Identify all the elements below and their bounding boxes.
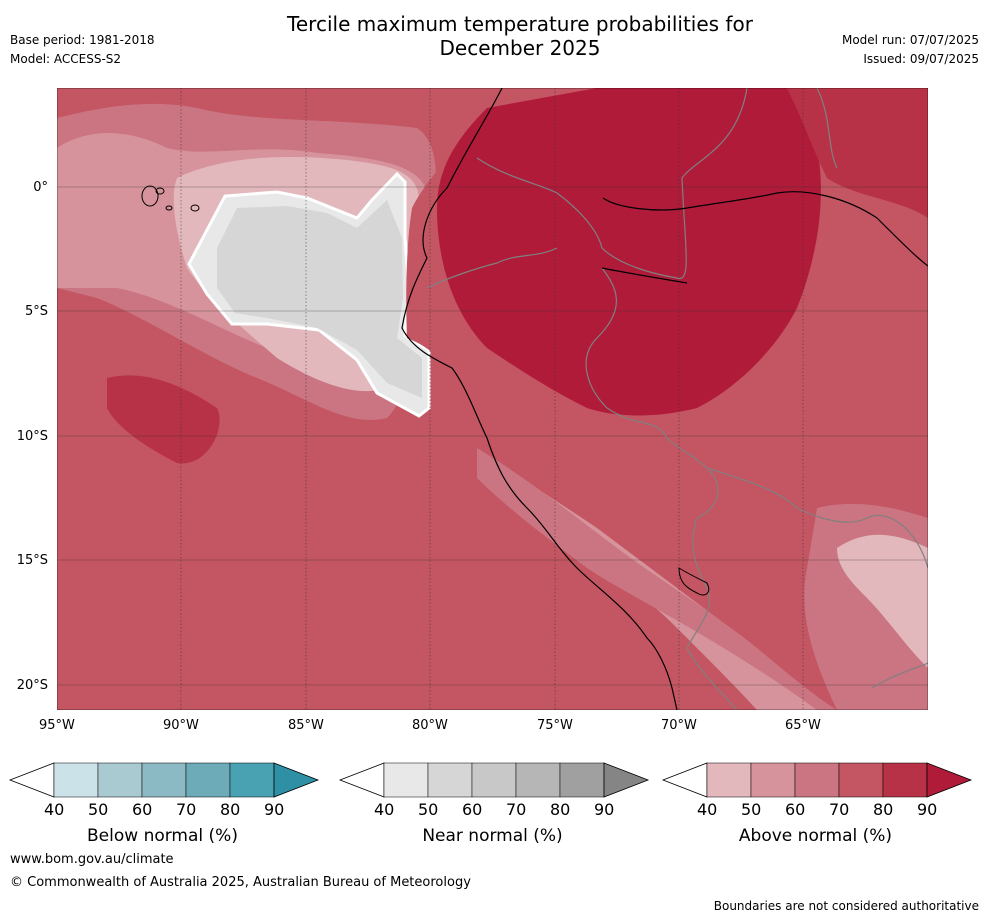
- above-under-triangle: [661, 762, 708, 798]
- lon-tick-3: 80°W: [412, 718, 448, 733]
- model-label: Model: ACCESS-S2: [10, 52, 122, 66]
- below-swatch-4: [229, 762, 275, 798]
- above-swatch-2: [794, 762, 840, 798]
- below-under-triangle: [8, 762, 55, 798]
- near-tick-2: 60: [462, 800, 483, 819]
- region-above-80-90-sw: [107, 375, 220, 464]
- land-above-60-70-andes: [477, 448, 837, 710]
- base-period-label: Base period: 1981-2018: [10, 33, 155, 47]
- website-text: www.bom.gov.au/climate: [10, 852, 174, 867]
- below-tick-3: 70: [176, 800, 197, 819]
- above-swatch-1: [750, 762, 796, 798]
- lon-tick-0: 95°W: [39, 718, 75, 733]
- lon-tick-6: 65°W: [785, 718, 821, 733]
- above-swatch-4: [882, 762, 928, 798]
- below-tick-0: 40: [44, 800, 65, 819]
- lon-tick-1: 90°W: [163, 718, 199, 733]
- near-tick-4: 80: [550, 800, 571, 819]
- below-tick-2: 60: [132, 800, 153, 819]
- colorbar-below-normal: [8, 762, 320, 798]
- below-tick-4: 80: [220, 800, 241, 819]
- above-tick-3: 70: [829, 800, 850, 819]
- map-title-line2: December 2025: [439, 36, 601, 60]
- above-tick-0: 40: [697, 800, 718, 819]
- lat-tick-0: 0°: [33, 180, 48, 195]
- below-swatch-0: [53, 762, 99, 798]
- near-over-triangle: [603, 762, 650, 798]
- galapagos-islands: [141, 185, 200, 212]
- below-swatch-3: [185, 762, 231, 798]
- above-swatch-0: [706, 762, 752, 798]
- above-tick-2: 60: [785, 800, 806, 819]
- region-near-50-60: [217, 200, 422, 398]
- below-swatch-2: [141, 762, 187, 798]
- lon-tick-4: 75°W: [537, 718, 573, 733]
- map-title: Tercile maximum temperature probabilitie…: [0, 12, 988, 60]
- below-tick-5: 90: [264, 800, 285, 819]
- below-swatch-1: [97, 762, 143, 798]
- near-tick-1: 50: [418, 800, 439, 819]
- above-tick-1: 50: [741, 800, 762, 819]
- graticule: [180, 88, 804, 710]
- near-tick-0: 40: [374, 800, 395, 819]
- above-normal-label: Above normal (%): [738, 826, 893, 846]
- coastline: [401, 88, 928, 710]
- below-over-triangle: [273, 762, 320, 798]
- near-swatch-3: [515, 762, 561, 798]
- near-tick-3: 70: [506, 800, 527, 819]
- above-tick-5: 90: [917, 800, 938, 819]
- near-swatch-1: [427, 762, 473, 798]
- lon-tick-5: 70°W: [661, 718, 697, 733]
- near-tick-5: 90: [594, 800, 615, 819]
- copyright-text: © Commonwealth of Australia 2025, Austra…: [10, 875, 471, 890]
- lon-tick-2: 85°W: [288, 718, 324, 733]
- colorbar-near-normal: [338, 762, 650, 798]
- below-tick-1: 50: [88, 800, 109, 819]
- disclaimer-text: Boundaries are not considered authoritat…: [713, 899, 979, 913]
- near-swatch-2: [471, 762, 517, 798]
- lat-tick-2: 10°S: [16, 429, 48, 444]
- near-normal-label: Near normal (%): [422, 826, 563, 846]
- colorbars: [8, 762, 973, 798]
- near-under-triangle: [338, 762, 385, 798]
- land-above-80-90: [437, 88, 821, 416]
- colorbar-above-normal: [661, 762, 973, 798]
- lake-titicaca: [678, 567, 710, 596]
- country-borders: [426, 88, 928, 710]
- above-over-triangle: [926, 762, 973, 798]
- land-above-40-50-se: [837, 534, 928, 668]
- latitude-lines: [57, 186, 928, 686]
- model-run-label: Model run: 07/07/2025: [841, 33, 979, 47]
- below-normal-label: Below normal (%): [87, 826, 238, 846]
- issued-label: Issued: 09/07/2025: [863, 52, 979, 66]
- near-swatch-4: [559, 762, 605, 798]
- above-swatch-3: [838, 762, 884, 798]
- lat-tick-3: 15°S: [16, 553, 48, 568]
- above-tick-4: 80: [873, 800, 894, 819]
- map-title-line1: Tercile maximum temperature probabilitie…: [287, 12, 753, 36]
- probability-map: [57, 88, 928, 710]
- near-swatch-0: [383, 762, 429, 798]
- lat-tick-1: 5°S: [24, 304, 48, 319]
- land-above-80-90-north: [787, 88, 928, 218]
- lat-tick-4: 20°S: [16, 678, 48, 693]
